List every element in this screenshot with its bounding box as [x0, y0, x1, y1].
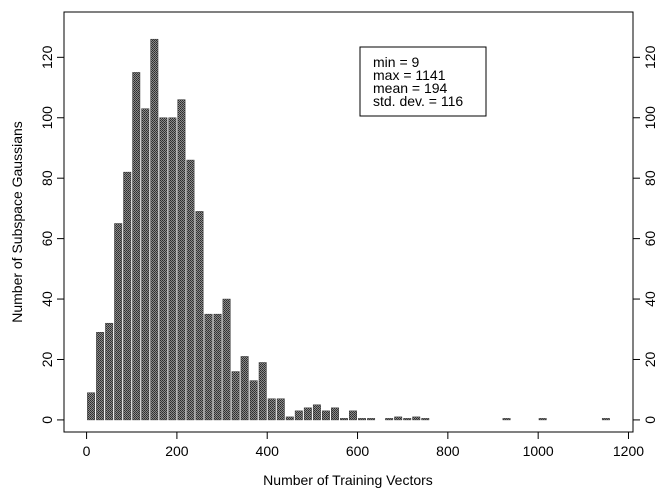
bar-410: [267, 398, 276, 421]
bar-110: [132, 72, 141, 421]
bar-330: [231, 371, 240, 421]
bar-70: [114, 223, 123, 421]
bar-450: [285, 416, 294, 421]
bar-290: [213, 313, 222, 421]
stats-min: min = 9: [373, 54, 420, 70]
bar-430: [276, 398, 285, 421]
ticks-layer: 0 200 400 600 800 1000 1200 0 0 20 20 40 40 60 60 80 80 1…: [39, 45, 658, 459]
bar-30: [96, 332, 105, 421]
bar-570: [340, 418, 348, 421]
bar-350: [240, 356, 249, 421]
bar-590: [349, 410, 357, 421]
bar-250: [195, 211, 204, 421]
x-tick-label-1000: 1000: [523, 443, 554, 459]
bar-270: [204, 313, 213, 421]
y-axis-label: Number of Subspace Gaussians: [9, 121, 25, 323]
bar-370: [249, 380, 258, 421]
bar-150: [150, 38, 159, 421]
bar-90: [123, 171, 132, 421]
stats-max: max = 1141: [373, 67, 446, 83]
x-tick-label-600: 600: [346, 443, 370, 459]
bar-530: [321, 410, 330, 421]
bars-layer: [87, 38, 610, 421]
y-tick-label-right-20: 20: [642, 351, 658, 367]
y-tick-label-left-20: 20: [39, 351, 55, 367]
y-tick-label-right-120: 120: [642, 45, 658, 69]
x-axis-label: Number of Training Vectors: [263, 472, 433, 488]
x-tick-label-400: 400: [256, 443, 280, 459]
bar-690: [394, 416, 403, 421]
y-tick-label-left-100: 100: [39, 106, 55, 130]
y-tick-label-left-0: 0: [39, 416, 55, 424]
bar-130: [141, 108, 150, 421]
y-tick-label-left-120: 120: [39, 45, 55, 69]
stats-box: [359, 46, 487, 117]
plot-frame: [63, 11, 634, 433]
bar-210: [177, 99, 186, 421]
y-tick-label-right-0: 0: [642, 416, 658, 424]
y-tick-label-right-80: 80: [642, 170, 658, 186]
stats-stddev: std. dev. = 116: [373, 93, 463, 109]
bar-10: [87, 392, 96, 421]
x-tick-label-200: 200: [165, 443, 189, 459]
bar-610: [358, 418, 366, 421]
bar-190: [168, 117, 177, 421]
x-tick-label-0: 0: [83, 443, 91, 459]
bar-510: [312, 404, 321, 421]
bar-230: [186, 159, 195, 421]
y-tick-label-right-100: 100: [642, 106, 658, 130]
bar-490: [303, 407, 312, 421]
bar-1010: [538, 418, 547, 421]
bar-50: [105, 322, 114, 421]
bar-750: [421, 418, 430, 421]
bar-390: [258, 362, 267, 421]
bar-310: [222, 298, 231, 421]
y-tick-label-left-40: 40: [39, 291, 55, 307]
y-tick-label-right-60: 60: [642, 231, 658, 247]
bar-170: [159, 117, 168, 421]
bar-470: [294, 410, 303, 421]
bar-730: [412, 416, 421, 421]
bar-1150: [601, 418, 610, 421]
x-tick-label-800: 800: [436, 443, 460, 459]
bar-550: [331, 407, 339, 421]
bar-670: [385, 418, 394, 421]
bar-630: [367, 418, 376, 421]
y-tick-label-right-40: 40: [642, 291, 658, 307]
y-tick-label-left-60: 60: [39, 231, 55, 247]
x-tick-label-1200: 1200: [613, 443, 644, 459]
y-tick-label-left-80: 80: [39, 170, 55, 186]
stats-mean: mean = 194: [373, 80, 448, 96]
bar-710: [403, 418, 412, 421]
bar-930: [502, 418, 511, 421]
